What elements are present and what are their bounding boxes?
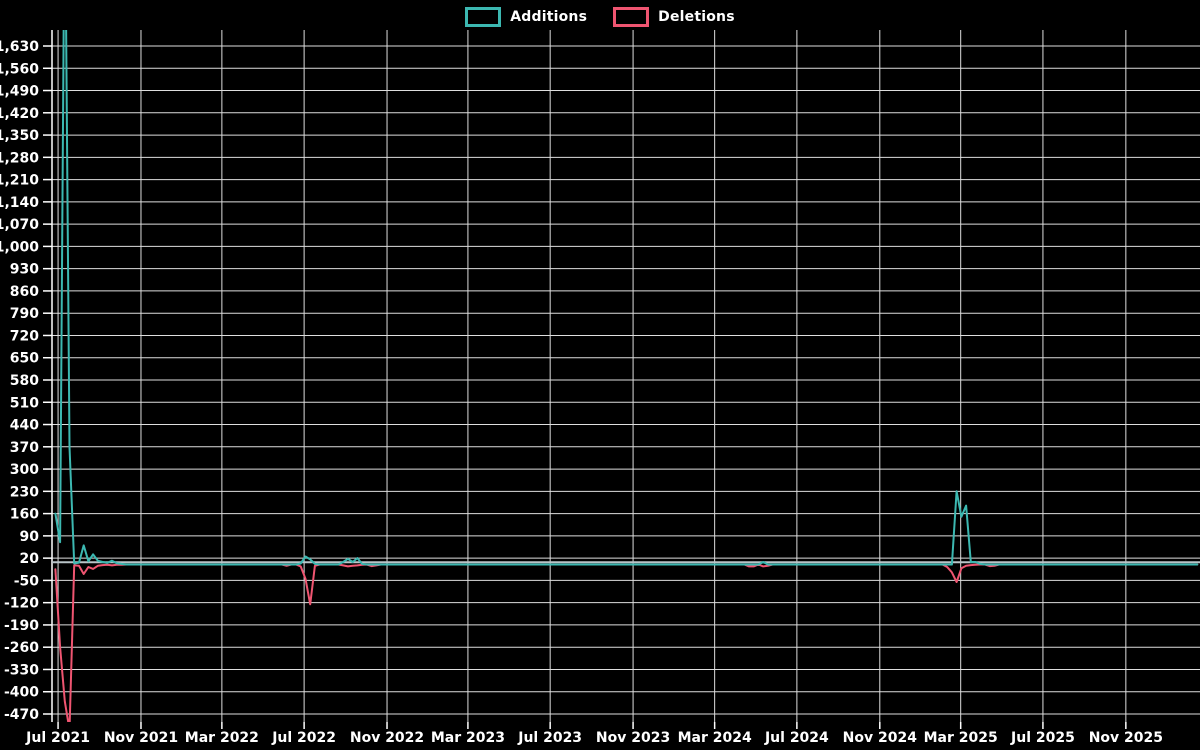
x-axis-label: Nov 2021	[104, 730, 178, 746]
additions-legend-label: Additions	[510, 9, 588, 25]
x-grid: Jul 2021 Nov 2021 Mar 2022 Jul 2022 Nov 2022…	[25, 30, 1163, 746]
y-axis-label: -120	[4, 596, 39, 612]
y-axis-label: 230	[10, 484, 39, 500]
additions-swatch	[465, 7, 502, 27]
x-axis-label: Nov 2023	[596, 730, 670, 746]
y-axis-label: -470	[4, 707, 39, 723]
x-axis-label: Nov 2024	[843, 730, 918, 746]
y-axis-label: 650	[10, 351, 39, 367]
y-axis-label: 1,350	[0, 128, 39, 144]
x-axis-label: Jul 2021	[25, 730, 90, 746]
y-axis-label: 1,210	[0, 173, 39, 189]
y-axis-label: -330	[4, 662, 39, 678]
y-axis-label: -50	[14, 573, 40, 589]
y-axis-label: 1,420	[0, 106, 39, 122]
y-axis-label: 930	[10, 262, 39, 278]
x-axis-label: Jul 2024	[764, 730, 829, 746]
y-axis-label: 510	[10, 395, 39, 411]
y-axis-label: 1,280	[0, 150, 39, 166]
y-axis-label: 160	[10, 507, 39, 523]
x-axis-label: Mar 2023	[431, 730, 505, 746]
y-axis-label: 1,000	[0, 239, 39, 255]
y-axis-label: 1,490	[0, 84, 39, 100]
y-axis-label: 1,070	[0, 217, 39, 233]
x-axis-label: Nov 2025	[1089, 730, 1163, 746]
additions-line	[54, 30, 1199, 566]
y-axis-label: 1,560	[0, 61, 39, 77]
x-axis-label: Jul 2022	[271, 730, 336, 746]
y-axis-label: -260	[4, 640, 39, 656]
chart-legend: Additions Deletions	[0, 7, 1200, 27]
x-axis-label: Mar 2022	[185, 730, 259, 746]
y-axis-label: 440	[10, 418, 39, 434]
legend-item-additions[interactable]: Additions	[465, 7, 587, 27]
y-axis-label: -400	[4, 685, 39, 701]
deletions-legend-label: Deletions	[658, 9, 735, 25]
series-layer	[52, 30, 1200, 722]
x-axis-label: Jul 2025	[1010, 730, 1075, 746]
y-axis-label: 860	[10, 284, 39, 300]
y-axis-label: 90	[20, 529, 40, 545]
y-axis-label: -190	[4, 618, 39, 634]
deletions-swatch	[613, 7, 650, 27]
y-axis-label: 790	[10, 306, 39, 322]
x-axis-label: Nov 2022	[350, 730, 424, 746]
x-axis-label: Mar 2024	[678, 730, 752, 746]
legend-item-deletions[interactable]: Deletions	[613, 7, 735, 27]
y-grid: 1,630 1,560 1,490 1,420 1,350 1,280 1,210 1,140…	[0, 39, 1200, 723]
y-axis-label: 1,630	[0, 39, 39, 55]
y-axis-label: 720	[10, 328, 39, 344]
y-axis-label: 370	[10, 440, 39, 456]
x-axis-label: Jul 2023	[517, 730, 582, 746]
y-axis-label: 20	[20, 551, 40, 567]
y-axis-label: 580	[10, 373, 39, 389]
y-axis-label: 1,140	[0, 195, 39, 211]
y-axis-label: 300	[10, 462, 39, 478]
x-axis-label: Mar 2025	[924, 730, 998, 746]
